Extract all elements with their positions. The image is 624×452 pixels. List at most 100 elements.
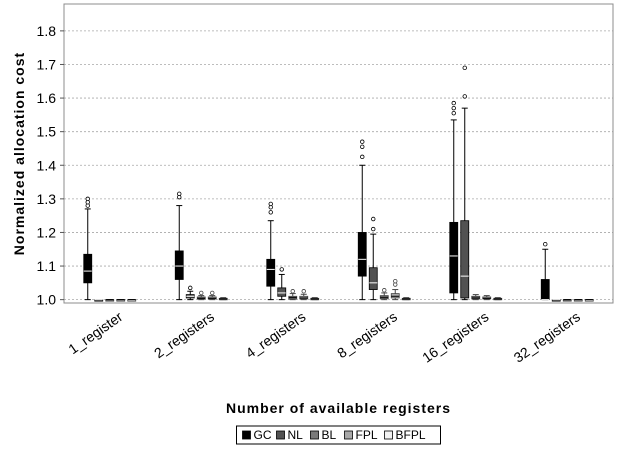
box-bfpl-32_registers: [584, 299, 594, 302]
box-nl-1_register: [94, 299, 104, 302]
box-bfpl-8_registers: [401, 297, 411, 301]
legend-label: GC: [254, 428, 272, 442]
legend-label: FPL: [356, 428, 378, 442]
outlier-point: [451, 105, 456, 111]
y-tick-label: 1.1: [37, 258, 57, 274]
box-bl-16_registers: [471, 294, 481, 301]
box-bl-1_register: [105, 299, 115, 302]
legend-swatch: [310, 430, 319, 440]
legend-swatch: [276, 430, 285, 440]
legend-item-fpl: FPL: [344, 428, 378, 442]
box-nl-2_registers: [185, 285, 195, 301]
outlier-point: [371, 216, 376, 222]
legend-label: BFPL: [396, 428, 426, 442]
legend-item-nl: NL: [276, 428, 303, 442]
outlier-point: [301, 289, 306, 294]
box-bfpl-4_registers: [310, 297, 320, 301]
gridlines: [64, 30, 613, 301]
y-axis-ticks: 1.0 1.1 1.2 1.3 1.4 1.5 1.6 1.7 1.8: [37, 23, 64, 308]
y-tick-label: 1.8: [37, 23, 57, 39]
legend-swatch: [344, 430, 353, 440]
outlier-point: [268, 210, 273, 215]
outlier-point: [360, 144, 365, 149]
outlier-point: [177, 191, 182, 197]
outlier-point: [199, 290, 204, 296]
box-body: [83, 253, 93, 284]
outlier-point: [382, 288, 387, 293]
box-fpl-16_registers: [482, 295, 492, 301]
y-tick-label: 1.0: [37, 292, 57, 308]
x-tick-label: 32_registers: [511, 308, 583, 365]
plot-area-frame: [63, 3, 614, 304]
box-gc-4_registers: [266, 201, 276, 301]
y-tick-label: 1.2: [37, 224, 57, 240]
box-body: [174, 250, 184, 280]
x-tick-label: 8_registers: [334, 308, 400, 361]
legend-item-bl: BL: [310, 428, 337, 442]
y-tick-label: 1.3: [37, 191, 57, 207]
box-nl-4_registers: [277, 267, 287, 301]
outlier-point: [290, 289, 295, 294]
legend-box: [236, 425, 441, 445]
box-gc-16_registers: [449, 100, 459, 301]
outlier-point: [279, 267, 284, 272]
outlier-point: [462, 94, 467, 99]
legend-swatch: [384, 430, 393, 440]
box-gc-2_registers: [174, 191, 184, 301]
outlier-point: [210, 290, 215, 296]
box-nl-8_registers: [368, 216, 378, 301]
box-bfpl-1_register: [127, 299, 137, 302]
box-bl-4_registers: [288, 289, 298, 301]
outlier-point: [85, 196, 90, 202]
y-axis-title: Normalized allocation cost: [11, 52, 27, 255]
box-series: [83, 65, 594, 302]
x-axis-title: Number of available registers: [226, 400, 451, 416]
legend-item-bfpl: BFPL: [384, 428, 426, 442]
box-nl-16_registers: [460, 65, 470, 301]
box-body: [449, 221, 459, 294]
outlier-point: [451, 110, 456, 116]
box-gc-32_registers: [540, 242, 550, 301]
box-fpl-4_registers: [299, 289, 309, 301]
box-body: [460, 220, 470, 299]
box-gc-1_register: [83, 196, 93, 301]
legend: GC NL BL FPL BFPL: [236, 425, 441, 445]
outlier-point: [462, 65, 467, 71]
y-tick-label: 1.6: [37, 90, 57, 106]
box-fpl-8_registers: [390, 278, 400, 301]
box-fpl-1_register: [116, 299, 126, 302]
box-fpl-2_registers: [207, 290, 217, 301]
box-body: [266, 258, 276, 287]
box-body: [277, 287, 287, 297]
box-body: [390, 293, 400, 299]
box-bl-8_registers: [379, 288, 389, 301]
x-tick-label: 4_registers: [243, 308, 309, 361]
outlier-point: [393, 278, 398, 284]
outlier-point: [360, 154, 365, 160]
x-tick-label: 2_registers: [151, 308, 217, 361]
box-gc-8_registers: [357, 139, 367, 301]
x-tick-label: 16_registers: [419, 308, 491, 365]
legend-item-gc: GC: [242, 428, 272, 442]
box-nl-32_registers: [551, 299, 561, 302]
outlier-point: [543, 242, 548, 247]
box-bl-2_registers: [196, 290, 206, 301]
outlier-point: [451, 100, 456, 106]
outlier-point: [188, 285, 193, 291]
outlier-point: [268, 201, 273, 207]
y-tick-label: 1.7: [37, 56, 57, 72]
y-tick-label: 1.4: [37, 157, 57, 173]
box-bl-32_registers: [562, 299, 572, 302]
box-fpl-32_registers: [573, 299, 583, 302]
outlier-point: [371, 226, 376, 232]
y-tick-label: 1.5: [37, 124, 57, 140]
legend-swatch: [242, 430, 251, 440]
x-tick-label: 1_register: [65, 308, 125, 357]
x-axis-ticks: 1_register 2_registers 4_registers 8_regist…: [65, 308, 583, 365]
outlier-point: [360, 139, 365, 144]
box-body: [368, 267, 378, 290]
box-bfpl-16_registers: [493, 297, 503, 301]
box-body: [357, 232, 367, 277]
legend-label: BL: [322, 428, 337, 442]
